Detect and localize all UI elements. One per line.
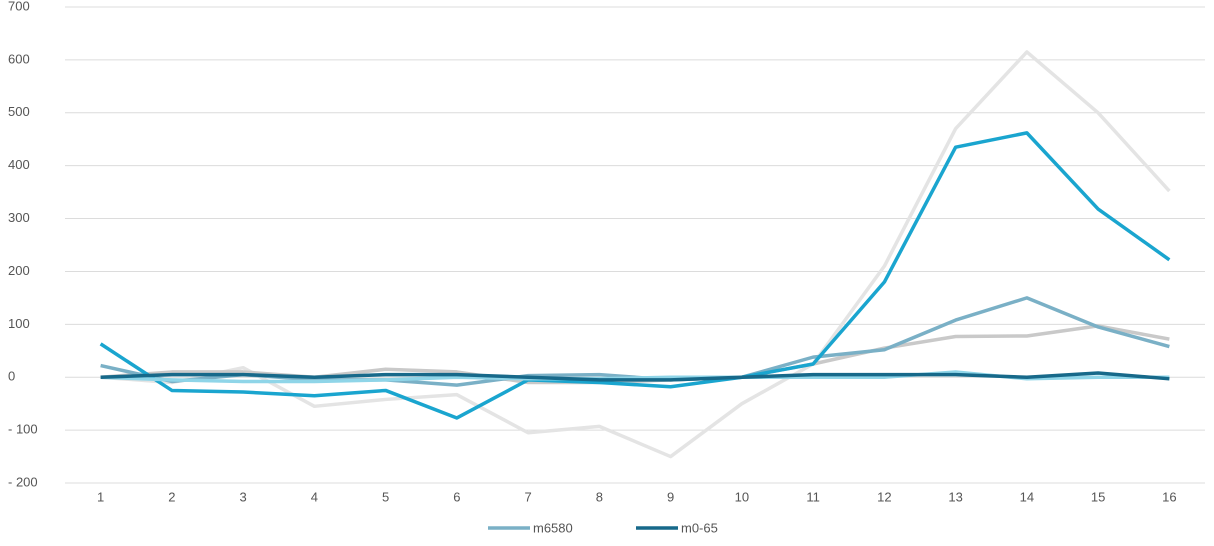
x-tick-label: 15	[1091, 489, 1105, 504]
y-tick-label: 100	[8, 316, 30, 331]
legend-label: m6580	[533, 520, 573, 535]
x-tick-label: 11	[806, 489, 820, 504]
y-tick-label: 700	[8, 0, 30, 13]
x-tick-label: 10	[735, 489, 749, 504]
x-tick-label: 8	[596, 489, 603, 504]
legend-label: m0-65	[681, 520, 718, 535]
x-tick-label: 7	[525, 489, 532, 504]
x-tick-label: 5	[382, 489, 389, 504]
y-tick-label: 400	[8, 157, 30, 172]
x-tick-label: 4	[311, 489, 318, 504]
x-tick-label: 12	[877, 489, 891, 504]
x-tick-label: 2	[168, 489, 175, 504]
line	[100, 50, 1171, 459]
y-tick-label: - 100	[8, 422, 38, 437]
x-tick-label: 1	[97, 489, 104, 504]
line	[99, 131, 1171, 420]
x-tick-label: 6	[453, 489, 460, 504]
y-tick-label: 300	[8, 210, 30, 225]
y-tick-label: 600	[8, 51, 30, 66]
x-tick-label: 9	[667, 489, 674, 504]
x-tick-label: 3	[240, 489, 247, 504]
y-tick-label: - 200	[8, 474, 38, 489]
x-tick-label: 14	[1020, 489, 1034, 504]
y-tick-label: 500	[8, 104, 30, 119]
line	[100, 371, 1170, 382]
x-tick-label: 16	[1162, 489, 1176, 504]
y-tick-label: 0	[8, 369, 15, 384]
x-tick-label: 13	[948, 489, 962, 504]
y-tick-label: 200	[8, 263, 30, 278]
